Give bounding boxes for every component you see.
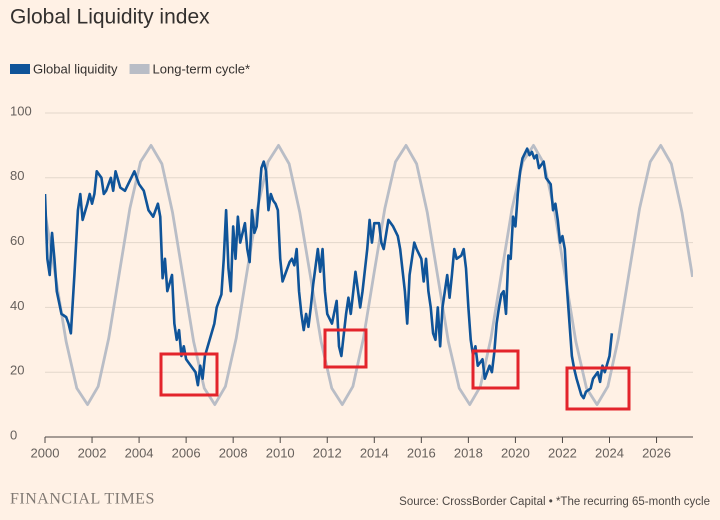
highlight-box (159, 352, 219, 397)
axes: 0 20 40 60 80 100 2000 2002 2004 2006 2008 2010 2012… (10, 103, 693, 460)
highlight-box (471, 349, 520, 390)
brand: FINANCIAL TIMES (10, 491, 155, 508)
y-tick-label: 40 (10, 298, 24, 313)
legend: Global liquidity Long-term cycle* (10, 61, 250, 76)
legend-swatch (129, 64, 150, 74)
x-tick-label: 2012 (313, 445, 342, 460)
legend-swatch (10, 64, 30, 74)
x-tick-label: 2016 (407, 445, 436, 460)
y-tick-label: 80 (10, 168, 24, 183)
y-tick-label: 100 (10, 103, 32, 118)
highlight-box (565, 366, 631, 411)
legend-label: Long-term cycle* (153, 61, 251, 76)
x-tick-label: 2026 (642, 445, 671, 460)
y-tick-label: 20 (10, 363, 24, 378)
plot-area (45, 144, 693, 406)
source-note: Source: CrossBorder Capital • *The recur… (399, 496, 710, 508)
chart-title: Global Liquidity index (10, 6, 210, 29)
x-tick-label: 2014 (360, 445, 389, 460)
y-tick-label: 60 (10, 233, 24, 248)
x-tick-label: 2024 (595, 445, 624, 460)
x-tick-label: 2008 (219, 445, 248, 460)
legend-label: Global liquidity (33, 61, 118, 76)
x-tick-label: 2000 (31, 445, 60, 460)
series-line (45, 144, 693, 406)
highlight-boxes (159, 328, 631, 411)
x-tick-label: 2020 (501, 445, 530, 460)
series-line (45, 147, 614, 400)
x-tick-label: 2004 (125, 445, 154, 460)
y-tick-label: 0 (10, 427, 17, 442)
x-tick-label: 2002 (78, 445, 107, 460)
x-tick-label: 2022 (548, 445, 577, 460)
highlight-box (323, 328, 368, 369)
x-tick-label: 2010 (266, 445, 295, 460)
x-tick-label: 2006 (172, 445, 201, 460)
x-tick-label: 2018 (454, 445, 483, 460)
